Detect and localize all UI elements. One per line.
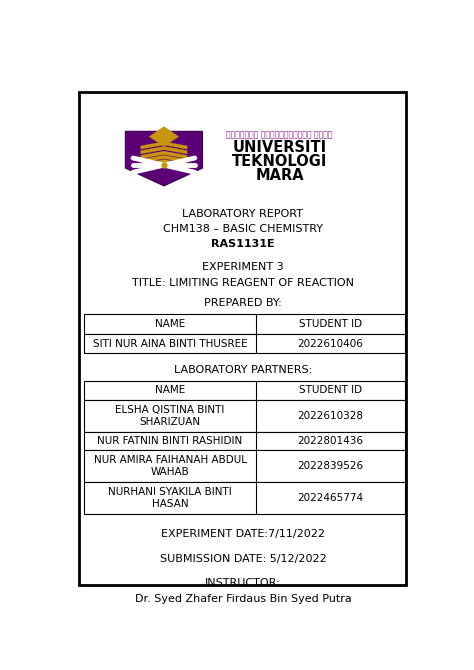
- Polygon shape: [141, 159, 187, 167]
- Text: NAME: NAME: [155, 385, 185, 395]
- Polygon shape: [125, 131, 202, 186]
- Text: TITLE: LIMITING REAGENT OF REACTION: TITLE: LIMITING REAGENT OF REACTION: [132, 277, 354, 287]
- Text: Dr. Syed Zhafer Firdaus Bin Syed Putra: Dr. Syed Zhafer Firdaus Bin Syed Putra: [135, 594, 351, 604]
- Text: 2022839526: 2022839526: [298, 461, 364, 471]
- Polygon shape: [141, 147, 187, 154]
- Text: NUR AMIRA FAIHANAH ABDUL
WAHAB: NUR AMIRA FAIHANAH ABDUL WAHAB: [93, 456, 246, 477]
- Text: INSTRUCTOR:: INSTRUCTOR:: [205, 578, 281, 588]
- Text: MARA: MARA: [255, 168, 304, 183]
- Text: 2022801436: 2022801436: [298, 436, 364, 446]
- Text: LABORATORY PARTNERS:: LABORATORY PARTNERS:: [174, 365, 312, 375]
- Text: NURHANI SYAKILA BINTI
HASAN: NURHANI SYAKILA BINTI HASAN: [108, 487, 232, 509]
- Bar: [84, 450, 405, 482]
- Text: LABORATORY REPORT: LABORATORY REPORT: [182, 208, 303, 218]
- Bar: [84, 314, 405, 334]
- Bar: [84, 431, 405, 450]
- Text: NUR FATNIN BINTI RASHIDIN: NUR FATNIN BINTI RASHIDIN: [97, 436, 243, 446]
- Bar: [84, 334, 405, 353]
- Text: EXPERIMENT DATE:7/11/2022: EXPERIMENT DATE:7/11/2022: [161, 529, 325, 539]
- Text: STUDENT ID: STUDENT ID: [299, 319, 362, 329]
- Text: 2022465774: 2022465774: [298, 493, 364, 503]
- Text: 2022610406: 2022610406: [298, 338, 364, 348]
- Polygon shape: [141, 151, 187, 159]
- Text: TEKNOLOGI: TEKNOLOGI: [232, 154, 328, 169]
- Text: SITI NUR AINA BINTI THUSREE: SITI NUR AINA BINTI THUSREE: [93, 338, 247, 348]
- Bar: [80, 92, 406, 585]
- Text: UNIVERSITI: UNIVERSITI: [233, 140, 327, 155]
- Bar: [84, 482, 405, 514]
- Text: 2022610328: 2022610328: [298, 411, 364, 421]
- Polygon shape: [149, 127, 179, 146]
- Bar: [84, 400, 405, 431]
- Polygon shape: [141, 155, 187, 163]
- Bar: [84, 381, 405, 400]
- Text: PREPARED BY:: PREPARED BY:: [204, 297, 282, 308]
- Text: EXPERIMENT 3: EXPERIMENT 3: [202, 262, 284, 272]
- Text: STUDENT ID: STUDENT ID: [299, 385, 362, 395]
- Text: NAME: NAME: [155, 319, 185, 329]
- Text: CHM138 – BASIC CHEMISTRY: CHM138 – BASIC CHEMISTRY: [163, 224, 323, 234]
- Text: SUBMISSION DATE: 5/12/2022: SUBMISSION DATE: 5/12/2022: [160, 553, 326, 563]
- Text: ELSHA QISTINA BINTI
SHARIZUAN: ELSHA QISTINA BINTI SHARIZUAN: [115, 405, 225, 427]
- Text: الجامعة التكنولوجية مارا: الجامعة التكنولوجية مارا: [227, 131, 333, 139]
- Text: RAS1131E: RAS1131E: [211, 239, 275, 249]
- Polygon shape: [141, 141, 187, 149]
